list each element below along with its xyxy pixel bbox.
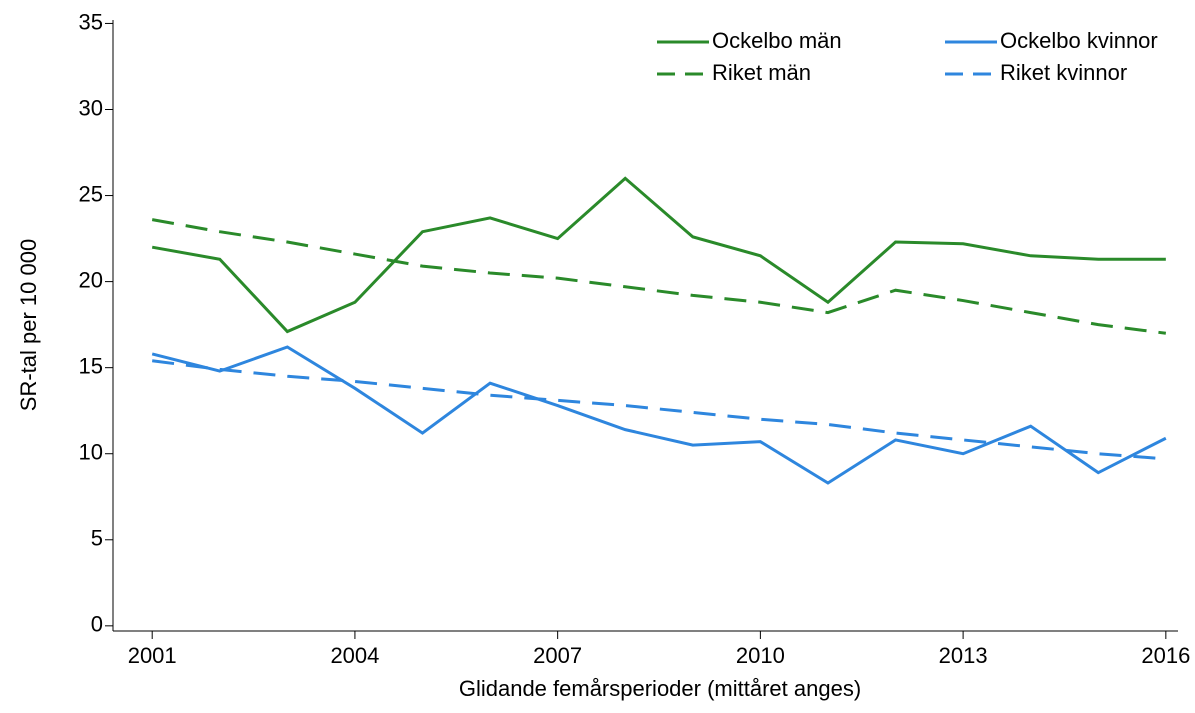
y-tick-label: 5	[91, 526, 103, 551]
x-tick-label: 2004	[330, 643, 379, 668]
legend-label: Ockelbo kvinnor	[1000, 28, 1158, 53]
x-tick-label: 2001	[128, 643, 177, 668]
y-tick-label: 25	[79, 181, 103, 206]
x-tick-label: 2007	[533, 643, 582, 668]
y-tick-label: 35	[79, 9, 103, 34]
x-tick-label: 2016	[1141, 643, 1190, 668]
legend-label: Riket kvinnor	[1000, 60, 1127, 85]
x-tick-label: 2013	[939, 643, 988, 668]
x-tick-label: 2010	[736, 643, 785, 668]
y-tick-label: 0	[91, 612, 103, 637]
line-series	[151, 218, 1167, 335]
y-tick-label: 15	[79, 353, 103, 378]
line-series	[151, 345, 1167, 485]
x-axis-title: Glidande femårsperioder (mittåret anges)	[459, 676, 861, 701]
line-series	[151, 176, 1166, 334]
legend-label: Ockelbo män	[712, 28, 842, 53]
y-tick-label: 20	[79, 267, 103, 292]
line-series	[152, 359, 1166, 461]
y-tick-label: 10	[79, 440, 103, 465]
legend-label: Riket män	[712, 60, 811, 85]
y-tick-label: 30	[79, 95, 103, 120]
y-axis-title: SR-tal per 10 000	[16, 239, 41, 411]
